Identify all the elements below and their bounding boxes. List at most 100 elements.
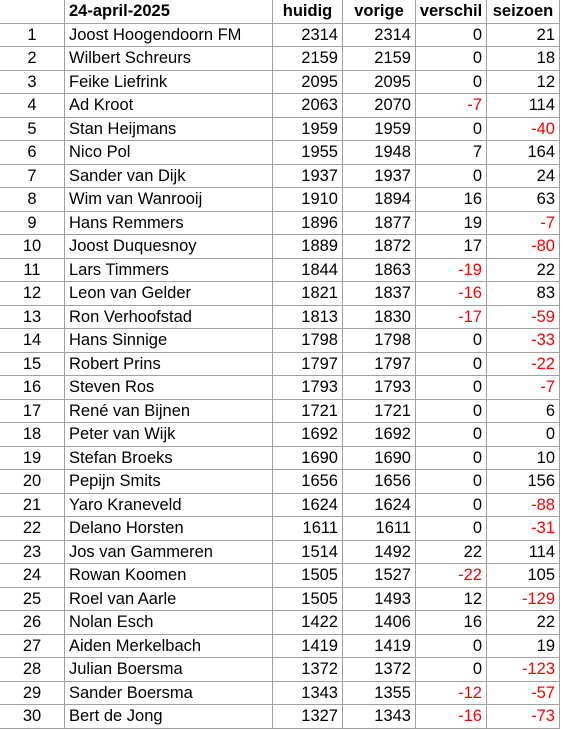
player-name: Julian Boersma xyxy=(65,658,273,682)
player-name: Peter van Wijk xyxy=(65,423,273,447)
season-change: 12 xyxy=(487,70,560,94)
difference: 16 xyxy=(416,188,487,212)
rank: 21 xyxy=(0,493,65,517)
rank: 12 xyxy=(0,282,65,306)
season-change: -59 xyxy=(487,305,560,329)
previous-rating: 1690 xyxy=(343,446,416,470)
previous-rating: 1406 xyxy=(343,611,416,635)
current-rating: 2159 xyxy=(273,47,343,71)
rank: 27 xyxy=(0,634,65,658)
season-change: -73 xyxy=(487,705,560,729)
season-change: -33 xyxy=(487,329,560,353)
current-rating: 2314 xyxy=(273,23,343,47)
rank: 4 xyxy=(0,94,65,118)
difference: 0 xyxy=(416,329,487,353)
current-rating: 1798 xyxy=(273,329,343,353)
player-name: Wim van Wanrooij xyxy=(65,188,273,212)
previous-rating: 1372 xyxy=(343,658,416,682)
current-rating: 2063 xyxy=(273,94,343,118)
rank: 16 xyxy=(0,376,65,400)
previous-rating: 1894 xyxy=(343,188,416,212)
current-rating: 1813 xyxy=(273,305,343,329)
rank: 11 xyxy=(0,258,65,282)
rank: 9 xyxy=(0,211,65,235)
player-name: Sander Boersma xyxy=(65,681,273,705)
rank: 3 xyxy=(0,70,65,94)
header-date: 24-april-2025 xyxy=(65,0,273,24)
current-rating: 1327 xyxy=(273,705,343,729)
difference: -22 xyxy=(416,564,487,588)
season-change: -40 xyxy=(487,117,560,141)
player-name: Hans Remmers xyxy=(65,211,273,235)
previous-rating: 1343 xyxy=(343,705,416,729)
current-rating: 1937 xyxy=(273,164,343,188)
previous-rating: 1527 xyxy=(343,564,416,588)
rank: 7 xyxy=(0,164,65,188)
player-name: Hans Sinnige xyxy=(65,329,273,353)
season-change: 114 xyxy=(487,94,560,118)
difference: 0 xyxy=(416,164,487,188)
player-name: Jos van Gammeren xyxy=(65,540,273,564)
previous-rating: 1492 xyxy=(343,540,416,564)
rank: 10 xyxy=(0,235,65,259)
season-change: 63 xyxy=(487,188,560,212)
season-change: -57 xyxy=(487,681,560,705)
previous-rating: 1493 xyxy=(343,587,416,611)
current-rating: 1419 xyxy=(273,634,343,658)
current-rating: 2095 xyxy=(273,70,343,94)
previous-rating: 1937 xyxy=(343,164,416,188)
rank: 28 xyxy=(0,658,65,682)
previous-rating: 1959 xyxy=(343,117,416,141)
difference: -16 xyxy=(416,705,487,729)
player-name: Leon van Gelder xyxy=(65,282,273,306)
difference: 16 xyxy=(416,611,487,635)
player-name: Robert Prins xyxy=(65,352,273,376)
player-name: Rowan Koomen xyxy=(65,564,273,588)
player-name: Joost Hoogendoorn FM xyxy=(65,23,273,47)
difference: 0 xyxy=(416,658,487,682)
difference: -19 xyxy=(416,258,487,282)
previous-rating: 2314 xyxy=(343,23,416,47)
previous-rating: 1863 xyxy=(343,258,416,282)
previous-rating: 1872 xyxy=(343,235,416,259)
rank: 30 xyxy=(0,705,65,729)
previous-rating: 1656 xyxy=(343,470,416,494)
header-column: seizoen xyxy=(487,0,560,24)
player-name: Feike Liefrink xyxy=(65,70,273,94)
season-change: -129 xyxy=(487,587,560,611)
current-rating: 1889 xyxy=(273,235,343,259)
rank: 23 xyxy=(0,540,65,564)
previous-rating: 1797 xyxy=(343,352,416,376)
difference: 0 xyxy=(416,399,487,423)
rank: 22 xyxy=(0,517,65,541)
rank: 5 xyxy=(0,117,65,141)
season-change: 24 xyxy=(487,164,560,188)
previous-rating: 1793 xyxy=(343,376,416,400)
difference: 0 xyxy=(416,470,487,494)
current-rating: 1422 xyxy=(273,611,343,635)
current-rating: 1959 xyxy=(273,117,343,141)
difference: 0 xyxy=(416,446,487,470)
difference: 0 xyxy=(416,117,487,141)
previous-rating: 1419 xyxy=(343,634,416,658)
difference: 0 xyxy=(416,352,487,376)
rank: 29 xyxy=(0,681,65,705)
player-name: Lars Timmers xyxy=(65,258,273,282)
player-name: Steven Ros xyxy=(65,376,273,400)
difference: 0 xyxy=(416,23,487,47)
season-change: -88 xyxy=(487,493,560,517)
header-column: huidig xyxy=(273,0,343,24)
current-rating: 1505 xyxy=(273,587,343,611)
current-rating: 1690 xyxy=(273,446,343,470)
header-cell xyxy=(0,0,65,24)
season-change: 105 xyxy=(487,564,560,588)
previous-rating: 1948 xyxy=(343,141,416,165)
difference: -16 xyxy=(416,282,487,306)
difference: 0 xyxy=(416,517,487,541)
difference: -17 xyxy=(416,305,487,329)
previous-rating: 1624 xyxy=(343,493,416,517)
difference: 0 xyxy=(416,47,487,71)
current-rating: 1692 xyxy=(273,423,343,447)
rank: 15 xyxy=(0,352,65,376)
